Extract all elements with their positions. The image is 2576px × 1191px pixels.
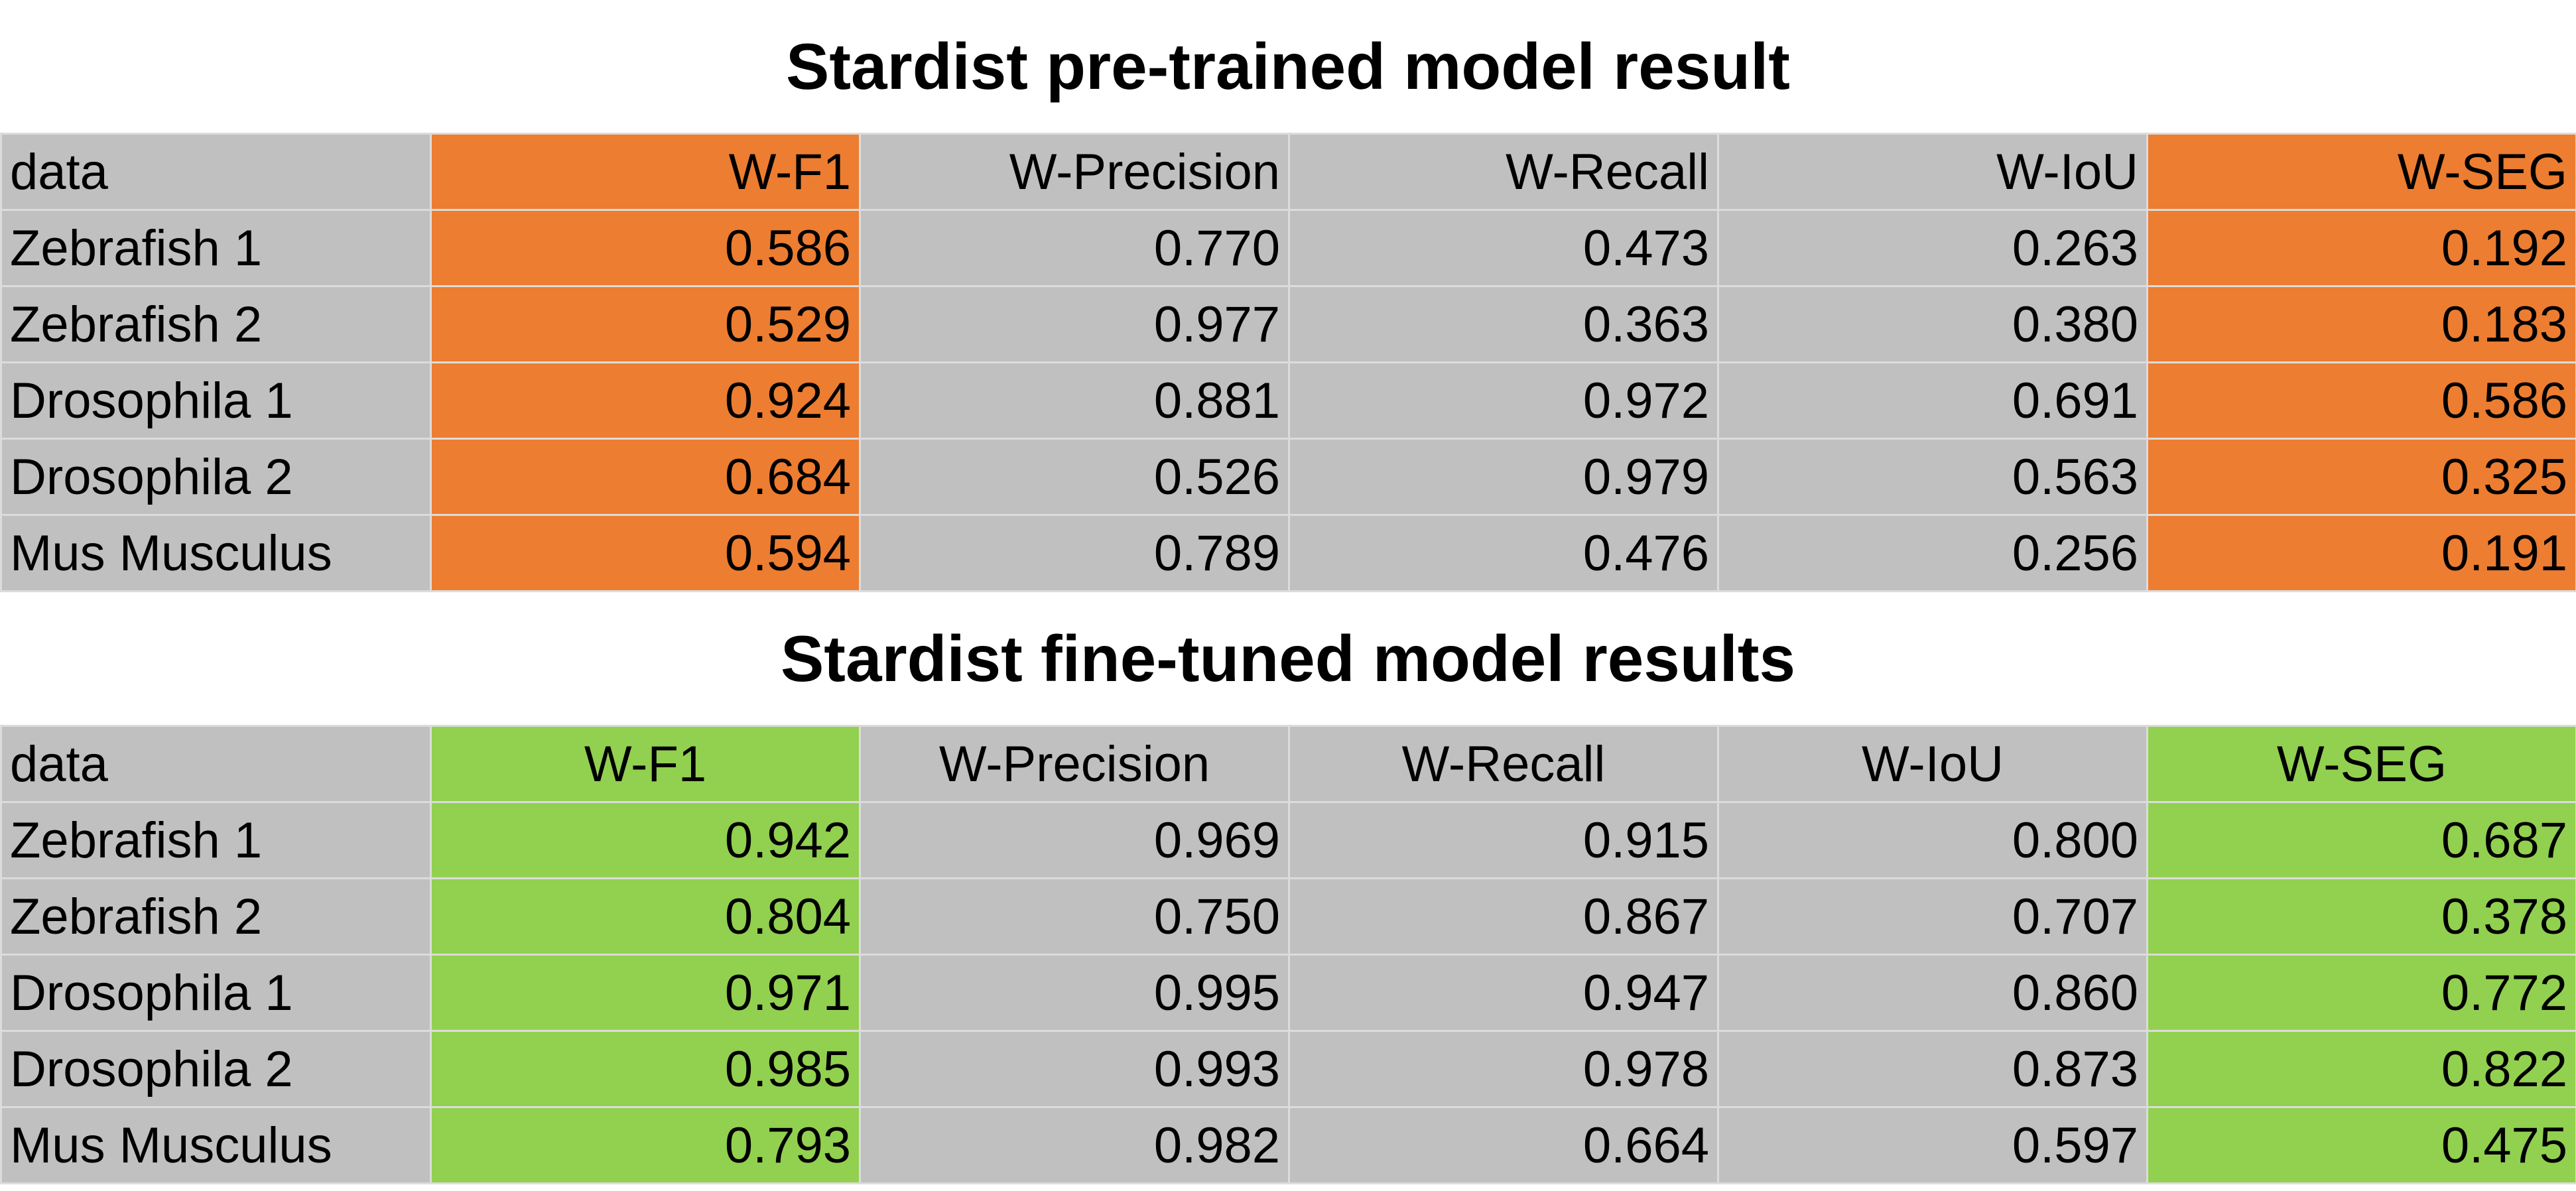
metric-value-cell: 0.664: [1288, 1106, 1719, 1184]
metric-value-cell: 0.476: [1288, 514, 1719, 592]
column-header-cell: W-SEG: [2146, 725, 2576, 803]
metric-value-cell: 0.529: [430, 285, 861, 363]
row-label-cell: Zebrafish 1: [0, 801, 432, 879]
metric-value-cell: 0.977: [859, 285, 1290, 363]
table-header-row: data W-F1 W-Precision W-Recall W-IoU W-SEG: [0, 725, 2576, 803]
finetuned-results-body: data W-F1 W-Precision W-Recall W-IoU W-SEG Zeb…: [0, 725, 2576, 1184]
metric-value-cell: 0.684: [430, 438, 861, 516]
metric-value-cell: 0.793: [430, 1106, 861, 1184]
table-header-row: data W-F1 W-Precision W-Recall W-IoU W-SEG: [0, 133, 2576, 211]
metric-value-cell: 0.985: [430, 1030, 861, 1108]
metric-value-cell: 0.800: [1717, 801, 2148, 879]
metric-value-cell: 0.192: [2146, 209, 2576, 287]
metric-value-cell: 0.982: [859, 1106, 1290, 1184]
pretrained-results-section: Stardist pre-trained model result data W-…: [0, 0, 2576, 592]
metric-value-cell: 0.867: [1288, 877, 1719, 956]
row-label-cell: Zebrafish 1: [0, 209, 432, 287]
table-row: Mus Musculus 0.793 0.982 0.664 0.597 0.475: [0, 1106, 2576, 1184]
metric-value-cell: 0.942: [430, 801, 861, 879]
metric-value-cell: 0.263: [1717, 209, 2148, 287]
metric-value-cell: 0.475: [2146, 1106, 2576, 1184]
metric-value-cell: 0.707: [1717, 877, 2148, 956]
row-label-cell: Mus Musculus: [0, 1106, 432, 1184]
metric-value-cell: 0.995: [859, 954, 1290, 1032]
column-header-data: data: [0, 133, 432, 211]
table-row: Drosophila 1 0.924 0.881 0.972 0.691 0.586: [0, 361, 2576, 440]
metric-value-cell: 0.594: [430, 514, 861, 592]
metric-value-cell: 0.473: [1288, 209, 1719, 287]
column-header-cell: W-Precision: [859, 725, 1290, 803]
table-row: Zebrafish 1 0.586 0.770 0.473 0.263 0.192: [0, 209, 2576, 287]
metric-value-cell: 0.586: [2146, 361, 2576, 440]
metric-value-cell: 0.978: [1288, 1030, 1719, 1108]
column-header-data: data: [0, 725, 432, 803]
metric-value-cell: 0.979: [1288, 438, 1719, 516]
row-label-cell: Drosophila 2: [0, 438, 432, 516]
metric-value-cell: 0.750: [859, 877, 1290, 956]
metric-value-cell: 0.325: [2146, 438, 2576, 516]
table-row: Zebrafish 1 0.942 0.969 0.915 0.800 0.687: [0, 801, 2576, 879]
metric-value-cell: 0.971: [430, 954, 861, 1032]
metric-value-cell: 0.526: [859, 438, 1290, 516]
row-label-cell: Zebrafish 2: [0, 877, 432, 956]
column-header-cell: W-F1: [430, 133, 861, 211]
table-row: Drosophila 2 0.684 0.526 0.979 0.563 0.325: [0, 438, 2576, 516]
table-row: Mus Musculus 0.594 0.789 0.476 0.256 0.191: [0, 514, 2576, 592]
column-header-cell: W-IoU: [1717, 725, 2148, 803]
column-header-cell: W-Recall: [1288, 725, 1719, 803]
column-header-cell: W-Recall: [1288, 133, 1719, 211]
metric-value-cell: 0.969: [859, 801, 1290, 879]
metric-value-cell: 0.881: [859, 361, 1290, 440]
metric-value-cell: 0.691: [1717, 361, 2148, 440]
metric-value-cell: 0.563: [1717, 438, 2148, 516]
metric-value-cell: 0.772: [2146, 954, 2576, 1032]
metric-value-cell: 0.380: [1717, 285, 2148, 363]
metric-value-cell: 0.363: [1288, 285, 1719, 363]
metric-value-cell: 0.183: [2146, 285, 2576, 363]
pretrained-results-title: Stardist pre-trained model result: [786, 30, 1790, 103]
row-label-cell: Drosophila 1: [0, 361, 432, 440]
metric-value-cell: 0.873: [1717, 1030, 2148, 1108]
table-row: Zebrafish 2 0.804 0.750 0.867 0.707 0.378: [0, 877, 2576, 956]
metric-value-cell: 0.822: [2146, 1030, 2576, 1108]
metric-value-cell: 0.770: [859, 209, 1290, 287]
column-header-cell: W-Precision: [859, 133, 1290, 211]
metric-value-cell: 0.378: [2146, 877, 2576, 956]
row-label-cell: Zebrafish 2: [0, 285, 432, 363]
column-header-cell: W-SEG: [2146, 133, 2576, 211]
metric-value-cell: 0.789: [859, 514, 1290, 592]
metric-value-cell: 0.687: [2146, 801, 2576, 879]
metric-value-cell: 0.586: [430, 209, 861, 287]
finetuned-results-title: Stardist fine-tuned model results: [780, 622, 1796, 695]
metric-value-cell: 0.804: [430, 877, 861, 956]
pretrained-results-table: data W-F1 W-Precision W-Recall W-IoU W-SEG Zeb…: [0, 133, 2576, 592]
table-row: Drosophila 2 0.985 0.993 0.978 0.873 0.822: [0, 1030, 2576, 1108]
metric-value-cell: 0.993: [859, 1030, 1290, 1108]
metric-value-cell: 0.915: [1288, 801, 1719, 879]
metric-value-cell: 0.256: [1717, 514, 2148, 592]
metric-value-cell: 0.924: [430, 361, 861, 440]
column-header-cell: W-F1: [430, 725, 861, 803]
metric-value-cell: 0.972: [1288, 361, 1719, 440]
metric-value-cell: 0.597: [1717, 1106, 2148, 1184]
row-label-cell: Drosophila 2: [0, 1030, 432, 1108]
finetuned-results-table: data W-F1 W-Precision W-Recall W-IoU W-SEG Zeb…: [0, 725, 2576, 1184]
row-label-cell: Mus Musculus: [0, 514, 432, 592]
pretrained-results-body: data W-F1 W-Precision W-Recall W-IoU W-SEG Zeb…: [0, 133, 2576, 592]
metric-value-cell: 0.860: [1717, 954, 2148, 1032]
finetuned-results-section: Stardist fine-tuned model results data W-…: [0, 592, 2576, 1184]
table-row: Zebrafish 2 0.529 0.977 0.363 0.380 0.183: [0, 285, 2576, 363]
column-header-cell: W-IoU: [1717, 133, 2148, 211]
metric-value-cell: 0.191: [2146, 514, 2576, 592]
row-label-cell: Drosophila 1: [0, 954, 432, 1032]
table-row: Drosophila 1 0.971 0.995 0.947 0.860 0.772: [0, 954, 2576, 1032]
metric-value-cell: 0.947: [1288, 954, 1719, 1032]
